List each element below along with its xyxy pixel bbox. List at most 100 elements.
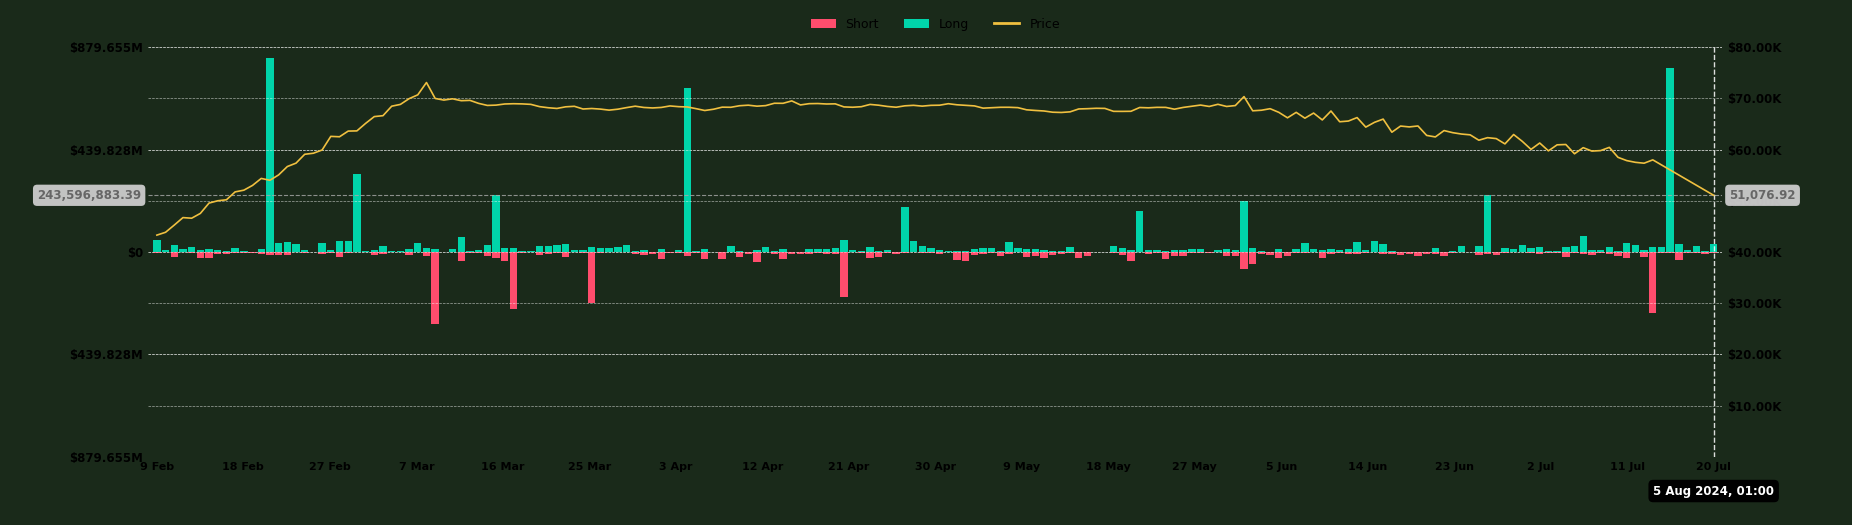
Bar	[902, 207, 909, 252]
Bar	[406, 252, 413, 255]
Bar	[1693, 246, 1700, 252]
Bar	[370, 250, 378, 252]
Bar	[302, 250, 309, 252]
Bar	[874, 251, 882, 252]
Bar	[457, 237, 465, 252]
Bar	[1361, 252, 1369, 253]
Bar	[1709, 252, 1717, 253]
Bar	[319, 243, 326, 252]
Bar	[1328, 252, 1335, 254]
Bar	[448, 249, 456, 252]
Bar	[961, 252, 969, 261]
Bar	[1057, 252, 1065, 254]
Bar	[1196, 249, 1204, 252]
Bar	[1615, 250, 1622, 252]
Bar	[1415, 252, 1422, 256]
Bar	[222, 251, 230, 252]
Bar	[1232, 250, 1239, 252]
Bar	[267, 58, 274, 252]
Bar	[1380, 252, 1387, 254]
Bar	[1109, 246, 1117, 252]
Bar	[1448, 252, 1456, 253]
Bar	[509, 252, 517, 309]
Bar	[370, 252, 378, 255]
Bar	[1006, 242, 1013, 252]
Bar	[1441, 252, 1448, 256]
Bar	[154, 252, 161, 253]
Bar	[770, 251, 778, 252]
Bar	[519, 252, 526, 253]
Bar	[519, 250, 526, 252]
Bar	[187, 247, 194, 252]
Text: 243,596,883.39: 243,596,883.39	[37, 189, 141, 202]
Bar	[1561, 247, 1569, 252]
Bar	[789, 252, 796, 254]
Bar	[1648, 252, 1656, 313]
Bar	[1057, 250, 1065, 252]
Bar	[1248, 252, 1256, 264]
Bar	[1022, 252, 1030, 257]
Bar	[1319, 250, 1326, 252]
Bar	[815, 252, 822, 253]
Bar	[1354, 252, 1361, 254]
Bar	[328, 250, 335, 252]
Bar	[483, 245, 491, 252]
Bar	[1041, 252, 1048, 258]
Bar	[954, 251, 961, 252]
Bar	[361, 251, 369, 252]
Bar	[1128, 252, 1135, 261]
Bar	[1683, 250, 1691, 252]
Bar	[1267, 252, 1274, 255]
Bar	[1074, 252, 1082, 258]
Bar	[1354, 243, 1361, 252]
Bar	[1528, 248, 1535, 252]
Bar	[902, 252, 909, 253]
Bar	[283, 242, 291, 252]
Bar	[1145, 250, 1152, 252]
Bar	[267, 252, 274, 255]
Bar	[1189, 252, 1196, 254]
Bar	[232, 252, 239, 253]
Bar	[1483, 195, 1491, 252]
Bar	[544, 252, 552, 254]
Bar	[832, 248, 839, 252]
Bar	[1109, 252, 1117, 253]
Bar	[206, 252, 213, 258]
Bar	[432, 252, 439, 323]
Bar	[467, 252, 474, 253]
Text: 51,076.92: 51,076.92	[1730, 189, 1796, 202]
Bar	[1293, 252, 1300, 253]
Bar	[1335, 250, 1343, 252]
Bar	[1345, 249, 1352, 252]
Bar	[474, 252, 482, 253]
Bar	[883, 252, 891, 253]
Bar	[241, 251, 248, 252]
Bar	[509, 248, 517, 252]
Bar	[1693, 252, 1700, 253]
Bar	[989, 252, 996, 253]
Bar	[1370, 241, 1378, 252]
Bar	[1241, 201, 1248, 252]
Bar	[1302, 252, 1309, 253]
Bar	[1667, 252, 1674, 253]
Bar	[302, 252, 309, 254]
Bar	[335, 252, 343, 257]
Bar	[954, 252, 961, 260]
Bar	[1535, 252, 1543, 254]
Bar	[1702, 251, 1709, 252]
Bar	[1302, 243, 1309, 252]
Bar	[222, 252, 230, 254]
Bar	[1389, 252, 1396, 254]
Bar	[857, 251, 865, 252]
Bar	[1196, 252, 1204, 253]
Bar	[1589, 250, 1596, 252]
Bar	[806, 249, 813, 252]
Bar	[328, 252, 335, 253]
Bar	[745, 252, 752, 254]
Bar	[1641, 252, 1648, 257]
Bar	[961, 251, 969, 252]
Bar	[1667, 68, 1674, 252]
Bar	[874, 252, 882, 257]
Bar	[728, 246, 735, 252]
Bar	[841, 252, 848, 297]
